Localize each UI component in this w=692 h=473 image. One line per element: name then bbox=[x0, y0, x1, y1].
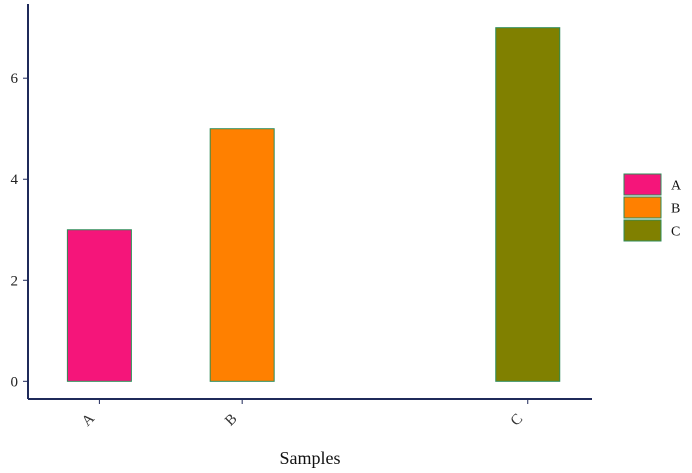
bars bbox=[66, 27, 561, 382]
legend-swatch-A bbox=[623, 173, 662, 196]
bar-C bbox=[495, 27, 561, 382]
x-tick-label: C bbox=[508, 411, 526, 429]
legend-label: B bbox=[671, 202, 680, 217]
legend-swatch-C bbox=[623, 219, 662, 242]
y-tick-label: 0 bbox=[11, 374, 19, 390]
legend-label: C bbox=[671, 225, 680, 240]
y-tick-label: 4 bbox=[11, 172, 19, 188]
y-tick-label: 2 bbox=[11, 273, 19, 289]
legend-label: A bbox=[671, 179, 682, 194]
x-axis-title: Samples bbox=[280, 448, 341, 468]
x-tick-label: A bbox=[79, 411, 98, 430]
bar-B bbox=[209, 128, 275, 382]
x-tick-label: B bbox=[222, 411, 240, 429]
x-axis: A B C bbox=[28, 398, 592, 430]
y-tick-label: 6 bbox=[11, 71, 19, 87]
bar-A bbox=[66, 229, 132, 382]
y-axis: 0 2 4 6 bbox=[11, 4, 29, 399]
legend: ABC bbox=[623, 173, 682, 242]
legend-swatch-B bbox=[623, 196, 662, 219]
